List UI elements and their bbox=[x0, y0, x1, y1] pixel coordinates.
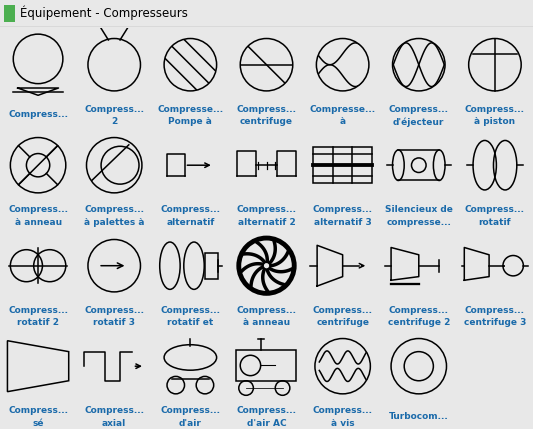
FancyBboxPatch shape bbox=[4, 5, 15, 22]
Text: d'éjecteur: d'éjecteur bbox=[393, 117, 445, 127]
Bar bbox=[313, 147, 372, 184]
Text: Compress...: Compress... bbox=[160, 205, 220, 214]
Text: d'air AC: d'air AC bbox=[247, 419, 286, 428]
Text: Compress...: Compress... bbox=[84, 205, 144, 214]
Text: Compresse...: Compresse... bbox=[157, 105, 223, 114]
Text: Compress...: Compress... bbox=[84, 105, 144, 114]
Text: Compress...: Compress... bbox=[8, 306, 68, 315]
Text: Compresse...: Compresse... bbox=[310, 105, 376, 114]
Bar bbox=[236, 350, 296, 381]
Text: à anneau: à anneau bbox=[243, 318, 290, 327]
Text: alternatif 3: alternatif 3 bbox=[314, 218, 372, 227]
Text: 2: 2 bbox=[111, 118, 117, 127]
Text: Silencieux de: Silencieux de bbox=[385, 205, 453, 214]
Text: centrifuge: centrifuge bbox=[240, 118, 293, 127]
Text: Compress...: Compress... bbox=[237, 406, 296, 415]
Text: à piston: à piston bbox=[474, 118, 515, 127]
Text: rotatif: rotatif bbox=[479, 218, 511, 227]
Text: Compress...: Compress... bbox=[313, 406, 373, 415]
Text: Compress...: Compress... bbox=[237, 306, 296, 315]
Text: centrifuge 3: centrifuge 3 bbox=[464, 318, 526, 327]
Text: Compress...: Compress... bbox=[8, 406, 68, 415]
Text: Compress...: Compress... bbox=[237, 205, 296, 214]
Text: Équipement - Compresseurs: Équipement - Compresseurs bbox=[20, 6, 188, 20]
Text: à anneau: à anneau bbox=[14, 218, 62, 227]
Text: Compress...: Compress... bbox=[8, 205, 68, 214]
Bar bbox=[205, 253, 218, 279]
Text: rotatif et: rotatif et bbox=[167, 318, 214, 327]
Text: Compress...: Compress... bbox=[313, 205, 373, 214]
Text: centrifuge 2: centrifuge 2 bbox=[387, 318, 450, 327]
Text: compresse...: compresse... bbox=[386, 218, 451, 227]
Text: Compress...: Compress... bbox=[160, 306, 220, 315]
Text: Compress...: Compress... bbox=[465, 205, 525, 214]
Text: Compress...: Compress... bbox=[8, 110, 68, 119]
Text: Turbocom...: Turbocom... bbox=[389, 412, 449, 421]
Text: Compress...: Compress... bbox=[313, 306, 373, 315]
Text: Compress...: Compress... bbox=[160, 406, 220, 415]
Text: axial: axial bbox=[102, 419, 126, 428]
Text: centrifuge: centrifuge bbox=[316, 318, 369, 327]
Text: à palettes à: à palettes à bbox=[84, 218, 144, 227]
Text: alternatif: alternatif bbox=[166, 218, 215, 227]
Text: d'air: d'air bbox=[179, 419, 202, 428]
Text: à: à bbox=[340, 118, 346, 127]
Text: rotatif 3: rotatif 3 bbox=[93, 318, 135, 327]
Text: alternatif 2: alternatif 2 bbox=[238, 218, 295, 227]
Text: Pompe à: Pompe à bbox=[168, 118, 212, 127]
Text: Compress...: Compress... bbox=[84, 406, 144, 415]
Text: Compress...: Compress... bbox=[84, 306, 144, 315]
Text: Compress...: Compress... bbox=[389, 105, 449, 114]
Text: Compress...: Compress... bbox=[465, 105, 525, 114]
Text: sé: sé bbox=[33, 419, 44, 428]
Text: à vis: à vis bbox=[331, 419, 354, 428]
Text: Compress...: Compress... bbox=[465, 306, 525, 315]
Text: Compress...: Compress... bbox=[389, 306, 449, 315]
Text: Compress...: Compress... bbox=[237, 105, 296, 114]
Text: rotatif 2: rotatif 2 bbox=[17, 318, 59, 327]
